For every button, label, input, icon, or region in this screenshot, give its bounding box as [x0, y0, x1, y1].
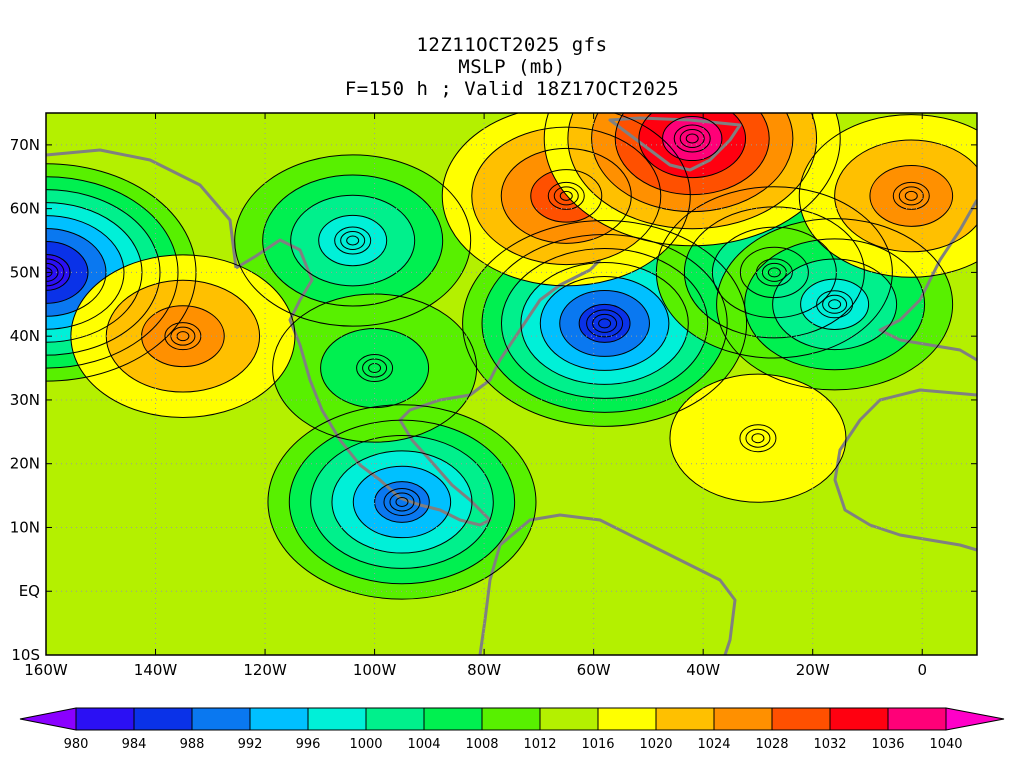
lat-tick-label: 10S: [11, 646, 40, 664]
colorbar-label: 1028: [755, 737, 788, 752]
lon-tick-label: 140W: [134, 661, 178, 679]
lat-tick-label: 50N: [10, 263, 40, 281]
colorbar-label: 1032: [813, 737, 846, 752]
lon-tick-label: 0: [917, 661, 927, 679]
colorbar-label: 1036: [871, 737, 904, 752]
lat-tick-label: 20N: [10, 455, 40, 473]
lon-tick-label: 60W: [577, 661, 611, 679]
colorbar: 980 984 988 992 996 1000 1004 1008 1012 1016 1020 1…: [20, 708, 1004, 752]
lat-tick-label: 30N: [10, 391, 40, 409]
plot-area: [0, 31, 1023, 655]
colorbar-segment: [482, 708, 540, 730]
colorbar-segment: [830, 708, 888, 730]
lon-tick-label: 120W: [243, 661, 287, 679]
colorbar-label: 1000: [349, 737, 382, 752]
colorbar-label: 988: [180, 737, 205, 752]
colorbar-label: 1040: [929, 737, 962, 752]
lat-tick-label: 10N: [10, 518, 40, 536]
lat-tick-label: 70N: [10, 136, 40, 154]
colorbar-label: 992: [238, 737, 263, 752]
colorbar-segment: [192, 708, 250, 730]
colorbar-segment: [366, 708, 424, 730]
colorbar-segment: [540, 708, 598, 730]
high-pressure-cell: [799, 115, 1023, 278]
lon-tick-label: 40W: [686, 661, 720, 679]
colorbar-label: 1008: [465, 737, 498, 752]
colorbar-segment: [308, 708, 366, 730]
colorbar-label: 980: [64, 737, 89, 752]
lon-tick-label: 80W: [467, 661, 501, 679]
lon-tick-label: 100W: [353, 661, 397, 679]
high-pressure-cell: [670, 374, 846, 502]
colorbar-segment: [598, 708, 656, 730]
colorbar-segment: [76, 708, 134, 730]
colorbar-label: 1016: [581, 737, 614, 752]
colorbar-segment: [656, 708, 714, 730]
colorbar-segment: [714, 708, 772, 730]
colorbar-segment: [134, 708, 192, 730]
colorbar-segment: [888, 708, 946, 730]
colorbar-label: 996: [296, 737, 321, 752]
colorbar-underflow-triangle: [20, 708, 76, 730]
colorbar-overflow-triangle: [946, 708, 1004, 730]
colorbar-label: 1004: [407, 737, 440, 752]
colorbar-label: 1020: [639, 737, 672, 752]
lat-tick-label: 60N: [10, 200, 40, 218]
colorbar-segment: [250, 708, 308, 730]
lat-tick-label: 40N: [10, 327, 40, 345]
colorbar-label: 1012: [523, 737, 556, 752]
colorbar-segment: [424, 708, 482, 730]
colorbar-label: 984: [122, 737, 147, 752]
colorbar-segment: [772, 708, 830, 730]
pressure-band: [670, 374, 846, 502]
high-pressure-cell: [544, 31, 840, 245]
colorbar-label: 1024: [697, 737, 730, 752]
lat-tick-label: EQ: [19, 582, 40, 600]
lon-tick-label: 20W: [796, 661, 830, 679]
